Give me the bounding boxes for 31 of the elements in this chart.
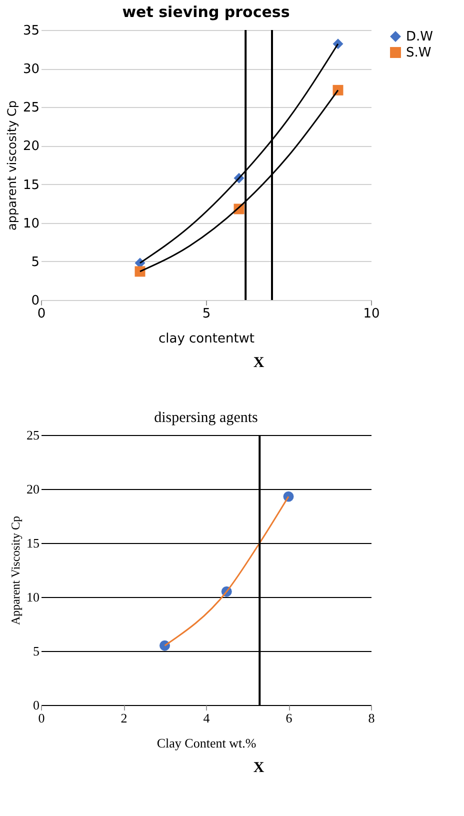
y-tick-label: 5 <box>33 644 40 658</box>
text: X <box>253 355 264 371</box>
y-axis-title: apparent viscosity Cp <box>4 100 19 230</box>
y-tick-label: 0 <box>33 698 40 712</box>
y-tick-label: 10 <box>26 590 40 604</box>
point <box>160 640 170 651</box>
y-axis-title: Apparent Viscosity Cp <box>8 516 22 626</box>
chart-title: wet sieving process <box>122 3 290 21</box>
y-tick-label: 20 <box>22 139 40 154</box>
y-tick-label: 10 <box>22 216 40 232</box>
y-tick-label: 20 <box>26 482 40 496</box>
legend-label: D.W <box>406 30 434 44</box>
x-tick-label: 10 <box>363 306 380 322</box>
y-tick-label: 15 <box>22 178 40 193</box>
x-axis-title: clay contentwt <box>158 332 255 346</box>
y-tick-label: 35 <box>22 24 40 38</box>
y-tick-label: 25 <box>22 100 40 116</box>
chart-title: dispersing agents <box>154 410 258 426</box>
y-tick-label: 0 <box>31 294 40 308</box>
y-tick-label: 5 <box>31 254 40 270</box>
x-tick-label: 8 <box>368 710 375 726</box>
x-tick-label: 2 <box>120 710 128 726</box>
x-tick-label: 6 <box>286 710 293 726</box>
y-tick-label: 30 <box>22 62 40 78</box>
x-tick-label: 5 <box>202 306 211 322</box>
legend-label: S.W <box>406 46 432 60</box>
text: X <box>253 760 264 776</box>
y-tick-label: 15 <box>26 536 40 550</box>
x-axis-title: Clay Content wt.% <box>156 736 256 750</box>
y-tick-label: 25 <box>26 428 40 442</box>
x-tick-label: 4 <box>203 710 210 726</box>
